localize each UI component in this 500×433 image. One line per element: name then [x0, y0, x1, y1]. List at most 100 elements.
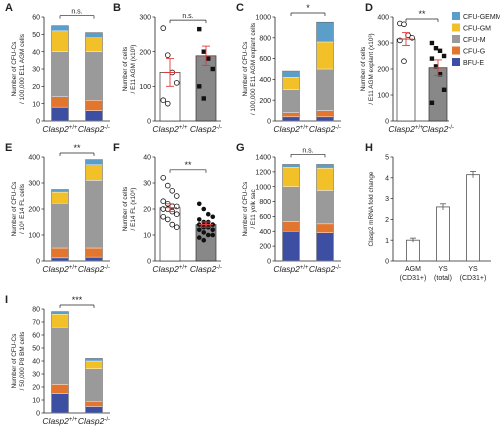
bar-segment-cfu-g — [85, 247, 103, 258]
x-tick-label-gene: Clasp2 — [388, 124, 415, 134]
x-tick-label: Clasp2+/+ — [42, 124, 78, 134]
bar-segment-cfu-gm — [282, 167, 300, 187]
bar-segment-cfu-gemm — [85, 159, 103, 166]
bar-segment-cfu-g — [316, 110, 334, 118]
panel-letter: A — [5, 2, 13, 14]
x-tick-label: Clasp2-/- — [309, 124, 341, 134]
mean-bar — [396, 38, 416, 122]
x-tick-label: Clasp2-/- — [309, 264, 341, 274]
bar-segment-cfu-g — [282, 221, 300, 232]
data-point — [160, 175, 167, 181]
bar-outline — [85, 358, 103, 414]
y-tick-label: 800 — [259, 35, 271, 42]
y-tick-label: 300 — [139, 15, 151, 22]
bar-segment-cfu-m — [282, 89, 300, 113]
bar-outline — [51, 311, 69, 414]
legend-swatch-bfu-e — [452, 58, 460, 66]
data-point — [429, 56, 435, 61]
y-tick-label: 400 — [28, 155, 40, 162]
bar-segment-cfu-gemm — [282, 164, 300, 168]
y-tick-label: 1000 — [255, 15, 271, 22]
y-tick-label: 0 — [36, 259, 40, 266]
x-tick-label-gene: Clasp2 — [42, 264, 69, 274]
y-axis-label: / E11 AGM (x10³) — [130, 45, 137, 94]
bar-segment-cfu-g — [85, 401, 103, 407]
y-tick-label: 60 — [32, 15, 40, 22]
x-tick-label: Clasp2-/- — [190, 264, 222, 274]
x-tick-label-gene: Clasp2 — [273, 264, 300, 274]
panel-letter: C — [236, 2, 244, 14]
legend-swatch-cfu-g — [452, 46, 460, 55]
y-axis-label: Number of CFU-Cs — [11, 42, 18, 97]
y-tick-label: 1000 — [255, 184, 271, 191]
y-tick-label: 4 — [385, 175, 389, 182]
y-tick-label: 10 — [143, 233, 151, 240]
data-point — [441, 53, 447, 59]
x-tick-label: Clasp2+/+ — [152, 264, 188, 274]
data-point — [205, 211, 211, 217]
data-point — [197, 84, 202, 89]
y-tick-label: 0 — [267, 259, 271, 266]
x-tick-label: (CD31+) — [400, 275, 427, 282]
bar-segment-cfu-gemm — [85, 32, 103, 38]
bar — [436, 206, 450, 262]
bar-segment-cfu-g — [85, 99, 103, 111]
bar-segment-bfu-e — [85, 110, 103, 122]
x-tick-label-gene: Clasp2 — [309, 124, 336, 134]
bar-outline — [282, 70, 300, 122]
y-tick-label: 10 — [32, 101, 40, 108]
bar-segment-bfu-e — [51, 106, 69, 122]
x-tick-label: Clasp2-/- — [78, 124, 110, 134]
bar-segment-cfu-m — [85, 368, 103, 402]
x-tick-label-gene: Clasp2 — [152, 124, 179, 134]
y-tick-label: 30 — [143, 181, 151, 188]
x-tick-label: Clasp2-/- — [422, 124, 454, 134]
x-tick-label-gene: Clasp2 — [42, 416, 69, 426]
y-tick-label: 0 — [36, 119, 40, 126]
y-axis-label: Number of cells — [122, 47, 129, 91]
bar-outline — [51, 189, 69, 262]
y-tick-label: 10 — [32, 398, 40, 405]
legend-entry: CFU-G — [463, 49, 485, 56]
y-tick-label: 80 — [32, 307, 40, 314]
y-tick-label: 200 — [259, 98, 271, 105]
significance-label: *** — [72, 295, 83, 305]
data-point — [196, 227, 202, 233]
bar-segment-cfu-gm — [282, 77, 300, 90]
x-tick-label-genotype: -/- — [216, 265, 222, 271]
y-tick-label: 50 — [32, 346, 40, 353]
significance-label: * — [306, 3, 310, 13]
x-tick-label: Clasp2-/- — [78, 416, 110, 426]
bar-segment-cfu-gemm — [51, 25, 69, 32]
x-tick-label-genotype: -/- — [104, 265, 110, 271]
x-tick-label-gene: Clasp2 — [78, 416, 105, 426]
bar-outline — [316, 21, 334, 122]
y-tick-label: 40 — [32, 359, 40, 366]
x-tick-label: Clasp2+/+ — [42, 264, 78, 274]
panel-d: D 0 100 200 300 400 Number of cells / E11 AGM e… — [360, 2, 454, 134]
panel-h: H 0 1 2 3 4 5 Clasp2 mRNA fold change AGM (CD31+)… — [365, 142, 491, 282]
y-tick-label: 50 — [32, 32, 40, 39]
bar-segment-cfu-gemm — [51, 189, 69, 193]
y-tick-label: 100 — [28, 233, 40, 240]
y-tick-label: 200 — [377, 67, 389, 74]
data-point — [205, 232, 211, 238]
x-tick-label: Clasp2-/- — [190, 124, 222, 134]
x-tick-label: Clasp2+/+ — [273, 264, 309, 274]
bar-segment-cfu-gemm — [51, 311, 69, 315]
bar-segment-cfu-gemm — [282, 70, 300, 78]
bar-segment-cfu-g — [51, 96, 69, 108]
legend-entry: CFU-GEMM — [463, 14, 500, 21]
data-point — [401, 58, 407, 64]
y-tick-label: 1400 — [255, 155, 271, 162]
bar-segment-cfu-g — [51, 384, 69, 394]
data-point — [201, 206, 207, 212]
bar-segment-bfu-e — [282, 116, 300, 122]
bar-segment-cfu-m — [51, 51, 69, 97]
y-axis-label: / E14 FL (x10⁶) — [130, 188, 137, 231]
bar-segment-cfu-g — [51, 247, 69, 259]
x-tick-label-genotype: -/- — [216, 125, 222, 131]
bar-segment-cfu-gm — [316, 41, 334, 70]
x-tick-label: Clasp2+/+ — [388, 124, 424, 134]
data-point — [160, 97, 167, 103]
